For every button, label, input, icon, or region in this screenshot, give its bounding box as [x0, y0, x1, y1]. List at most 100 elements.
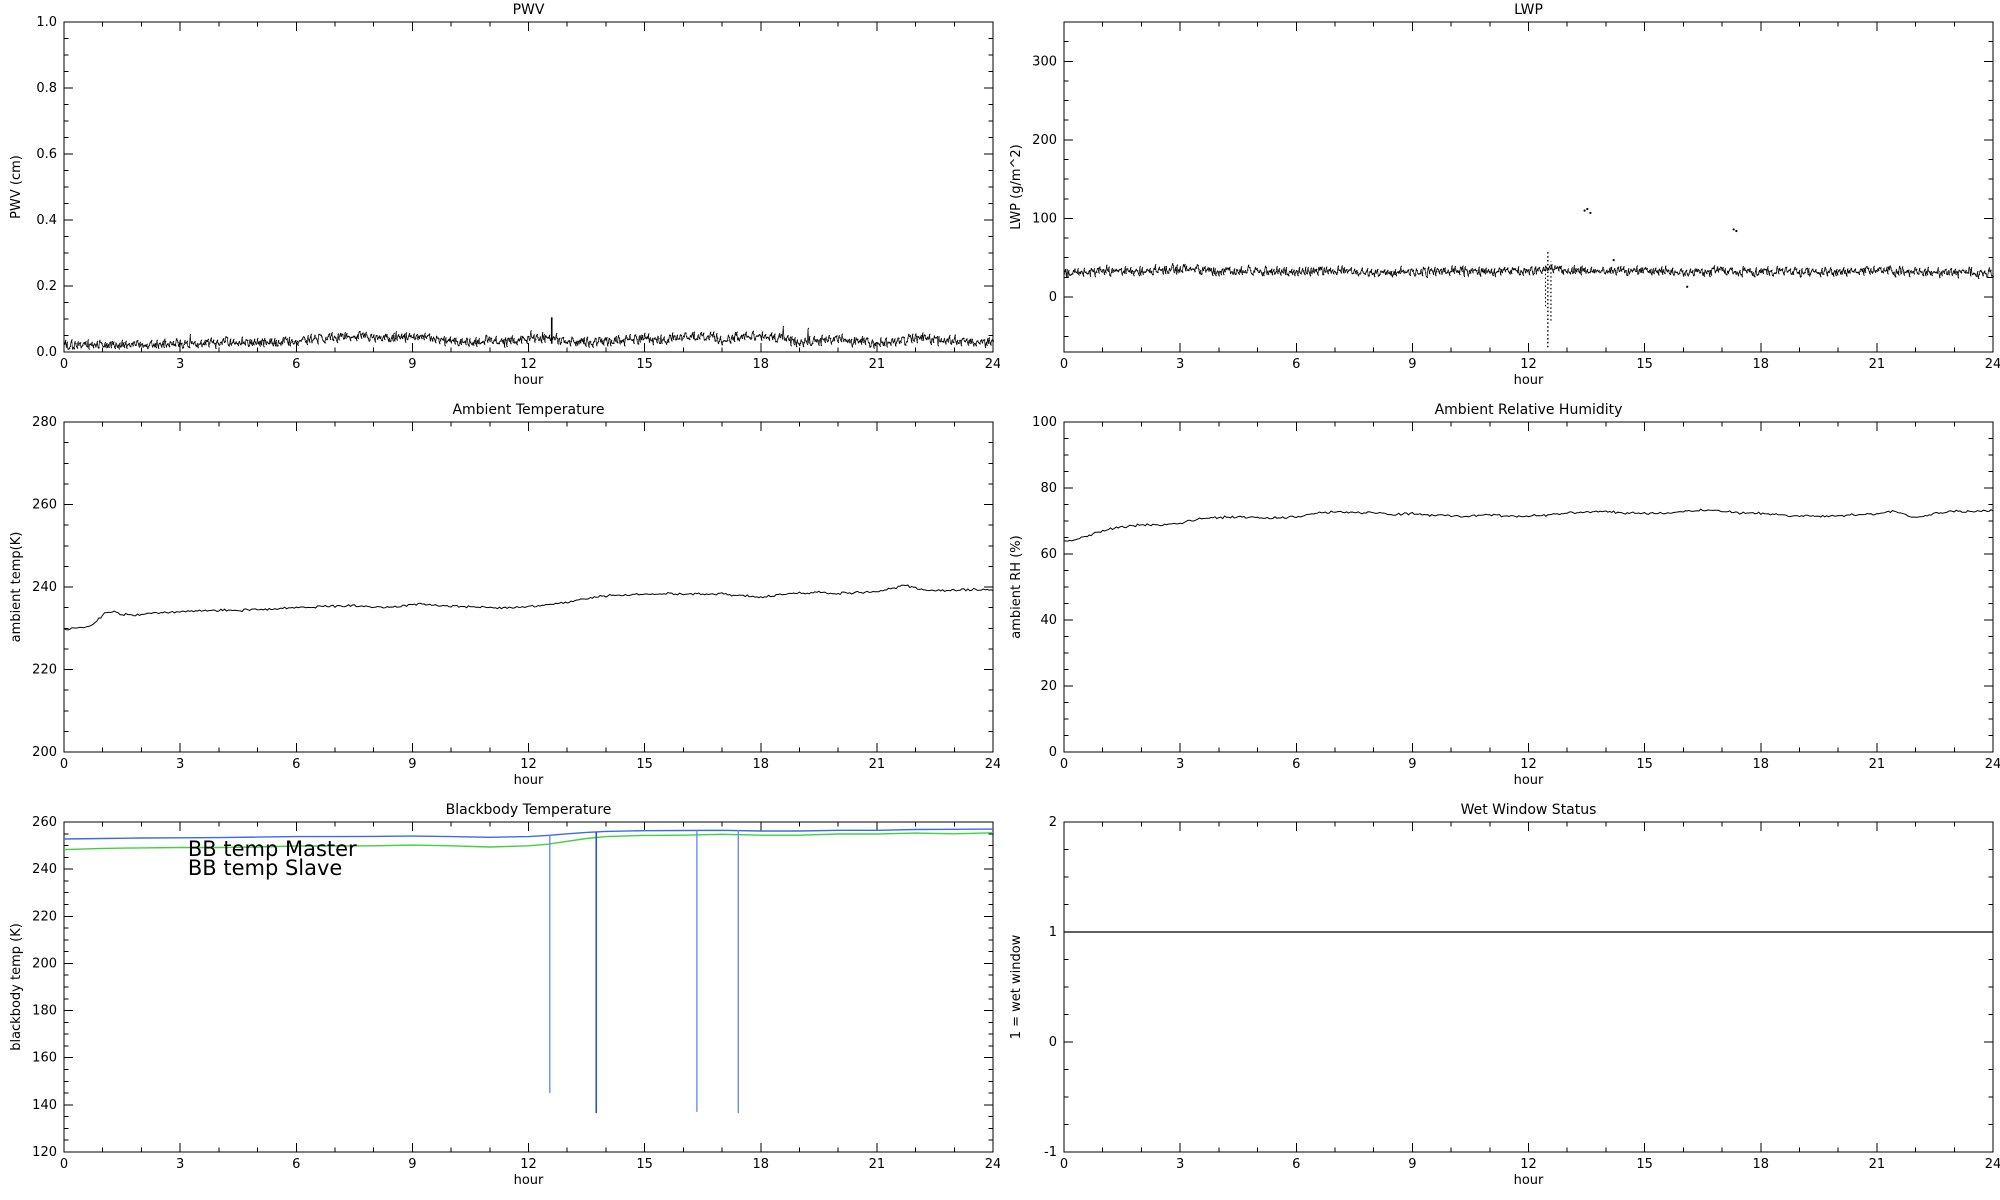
svg-text:15: 15	[1636, 1157, 1653, 1172]
svg-text:24: 24	[1985, 757, 2000, 772]
svg-text:LWP (g/m^2): LWP (g/m^2)	[1009, 144, 1024, 229]
svg-text:BB temp Master: BB temp Master	[188, 837, 357, 861]
svg-text:21: 21	[869, 757, 886, 772]
svg-text:200: 200	[32, 956, 57, 971]
svg-text:100: 100	[1032, 415, 1057, 430]
svg-text:9: 9	[1408, 357, 1416, 372]
svg-text:1.0: 1.0	[36, 15, 57, 30]
svg-text:24: 24	[985, 1157, 1000, 1172]
svg-text:Wet Window Status: Wet Window Status	[1461, 802, 1597, 818]
svg-text:24: 24	[985, 357, 1000, 372]
svg-text:Blackbody Temperature: Blackbody Temperature	[446, 802, 612, 818]
svg-text:140: 140	[32, 1098, 57, 1113]
ambient-relative-humidity-plot: 0 3 6 9 12 15 18 21 24 0 20 40 60 80 100 Ambient Relati…	[1009, 402, 2000, 788]
svg-text:Ambient Relative Humidity: Ambient Relative Humidity	[1435, 402, 1623, 418]
svg-text:3: 3	[176, 757, 184, 772]
svg-text:6: 6	[1292, 357, 1300, 372]
svg-text:6: 6	[292, 1157, 300, 1172]
svg-text:0: 0	[60, 757, 68, 772]
chart-ambient-relative-humidity: 0 3 6 9 12 15 18 21 24 0 20 40 60 80 100 Ambient Relati…	[1000, 400, 2000, 800]
svg-text:0: 0	[1049, 290, 1057, 305]
svg-text:21: 21	[869, 357, 886, 372]
svg-text:PWV: PWV	[513, 2, 545, 18]
svg-text:20: 20	[1040, 679, 1057, 694]
svg-text:3: 3	[1176, 357, 1184, 372]
lwp-plot: 0 3 6 9 12 15 18 21 24 0 100 200 300 LWP hour LWP (g/m^…	[1009, 2, 2000, 388]
chart-blackbody-temperature: 0 3 6 9 12 15 18 21 24 120 140 160 180 200 220 240 260 Bl…	[0, 800, 1000, 1200]
svg-text:24: 24	[1985, 357, 2000, 372]
svg-text:12: 12	[1520, 1157, 1537, 1172]
svg-text:40: 40	[1040, 613, 1057, 628]
svg-text:200: 200	[1032, 133, 1057, 148]
svg-text:18: 18	[752, 1157, 769, 1172]
svg-text:240: 240	[32, 862, 57, 877]
svg-text:260: 260	[32, 498, 57, 513]
svg-text:12: 12	[520, 757, 537, 772]
svg-text:9: 9	[1408, 1157, 1416, 1172]
svg-text:21: 21	[1869, 357, 1886, 372]
svg-text:6: 6	[1292, 1157, 1300, 1172]
svg-text:LWP: LWP	[1514, 2, 1543, 18]
svg-text:9: 9	[408, 1157, 416, 1172]
svg-text:hour: hour	[514, 773, 544, 788]
svg-text:PWV (cm): PWV (cm)	[9, 155, 24, 219]
svg-text:18: 18	[1752, 757, 1769, 772]
svg-text:260: 260	[32, 815, 57, 830]
svg-text:12: 12	[1520, 357, 1537, 372]
svg-text:0.4: 0.4	[36, 213, 57, 228]
svg-text:0: 0	[1060, 1157, 1068, 1172]
svg-text:0: 0	[1060, 757, 1068, 772]
svg-text:0: 0	[1049, 1035, 1057, 1050]
svg-text:hour: hour	[1514, 1173, 1544, 1188]
svg-text:hour: hour	[514, 1173, 544, 1188]
blackbody-temperature-plot: 0 3 6 9 12 15 18 21 24 120 140 160 180 200 220 240 260 Bl…	[9, 802, 1000, 1188]
svg-text:18: 18	[752, 757, 769, 772]
svg-text:18: 18	[1752, 1157, 1769, 1172]
svg-text:220: 220	[32, 909, 57, 924]
svg-text:2: 2	[1049, 815, 1057, 830]
svg-text:9: 9	[1408, 757, 1416, 772]
svg-text:BB temp Slave: BB temp Slave	[188, 856, 343, 880]
svg-text:6: 6	[292, 357, 300, 372]
svg-text:100: 100	[1032, 211, 1057, 226]
ambient-temperature-plot: 0 3 6 9 12 15 18 21 24 200 220 240 260 280 Ambient Tem…	[9, 402, 1000, 788]
svg-text:hour: hour	[1514, 773, 1544, 788]
svg-text:200: 200	[32, 745, 57, 760]
svg-text:24: 24	[985, 757, 1000, 772]
svg-text:15: 15	[636, 357, 653, 372]
svg-text:6: 6	[292, 757, 300, 772]
svg-text:0.0: 0.0	[36, 345, 57, 360]
svg-text:220: 220	[32, 663, 57, 678]
svg-text:60: 60	[1040, 547, 1057, 562]
svg-text:1: 1	[1049, 925, 1057, 940]
svg-text:0.2: 0.2	[36, 279, 57, 294]
svg-text:160: 160	[32, 1051, 57, 1066]
chart-ambient-temperature: 0 3 6 9 12 15 18 21 24 200 220 240 260 280 Ambient Tem…	[0, 400, 1000, 800]
svg-text:80: 80	[1040, 481, 1057, 496]
svg-text:24: 24	[1985, 1157, 2000, 1172]
svg-text:15: 15	[1636, 357, 1653, 372]
svg-text:15: 15	[1636, 757, 1653, 772]
svg-text:9: 9	[408, 357, 416, 372]
svg-text:-1: -1	[1044, 1145, 1057, 1160]
svg-text:hour: hour	[514, 373, 544, 388]
svg-text:21: 21	[869, 1157, 886, 1172]
svg-text:12: 12	[520, 357, 537, 372]
svg-text:1 = wet window: 1 = wet window	[1009, 934, 1024, 1039]
svg-text:3: 3	[176, 1157, 184, 1172]
chart-pwv: 0 3 6 9 12 15 18 21 24 0.0 0.2 0.4 0.6 0.8 1.0 PWV hour P…	[0, 0, 1000, 400]
pwv-plot: 0 3 6 9 12 15 18 21 24 0.0 0.2 0.4 0.6 0.8 1.0 PWV hour P…	[9, 2, 1000, 388]
svg-text:hour: hour	[1514, 373, 1544, 388]
svg-text:0: 0	[60, 1157, 68, 1172]
svg-text:21: 21	[1869, 1157, 1886, 1172]
svg-text:3: 3	[176, 357, 184, 372]
chart-lwp: 0 3 6 9 12 15 18 21 24 0 100 200 300 LWP hour LWP (g/m^…	[1000, 0, 2000, 400]
svg-text:280: 280	[32, 415, 57, 430]
svg-text:15: 15	[636, 757, 653, 772]
svg-text:12: 12	[1520, 757, 1537, 772]
svg-text:21: 21	[1869, 757, 1886, 772]
chart-wet-window-status: 0 3 6 9 12 15 18 21 24 -1 0 1 2 Wet Window Status hour…	[1000, 800, 2000, 1200]
svg-text:0: 0	[1049, 745, 1057, 760]
